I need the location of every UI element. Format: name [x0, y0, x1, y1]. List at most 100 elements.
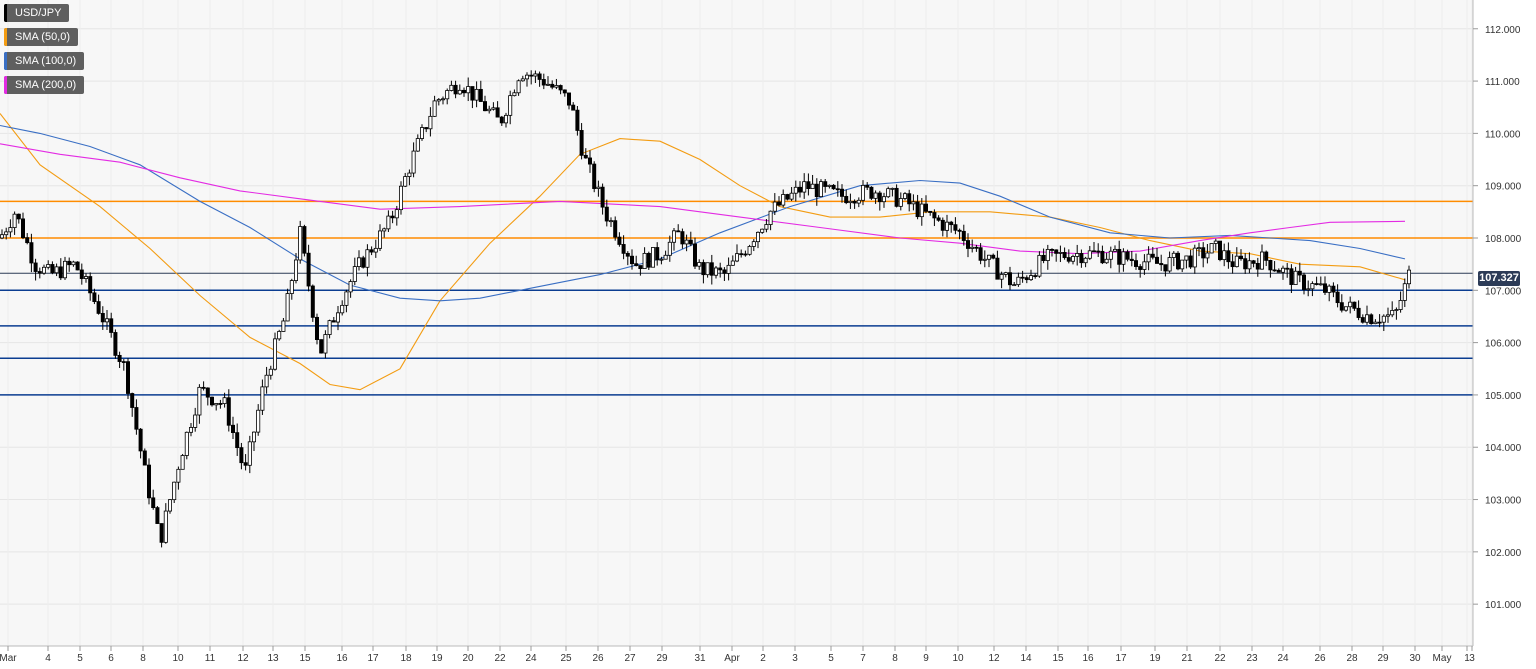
candle — [495, 101, 500, 118]
candle — [1062, 247, 1067, 260]
x-tick-label: 7 — [860, 653, 866, 664]
candle — [735, 244, 740, 263]
candle — [718, 262, 723, 278]
candle — [768, 210, 773, 231]
candle — [478, 80, 483, 102]
x-tick-label: May — [1433, 653, 1452, 664]
candle — [146, 458, 151, 505]
candle — [550, 80, 555, 90]
y-axis-ticks: 101.000 102.000 103.000 104.000 105.000 106.0… — [1473, 25, 1522, 611]
candle — [823, 178, 828, 193]
x-tick-label: 29 — [1377, 653, 1389, 664]
x-tick-label: 13 — [267, 653, 279, 664]
candle — [995, 250, 1000, 280]
legend-swatch-usdjpy — [4, 4, 7, 22]
candle — [722, 267, 727, 281]
legend-sma-100[interactable]: SMA (100,0) — [4, 52, 85, 70]
candle — [1045, 244, 1050, 270]
candle — [1066, 249, 1071, 264]
candle — [306, 244, 311, 292]
x-tick-label: 19 — [1149, 653, 1161, 664]
candle — [1117, 240, 1122, 273]
sma-line — [0, 143, 1406, 255]
y-tick-label: 107.000 — [1485, 286, 1522, 297]
candle — [961, 224, 966, 246]
candle — [491, 102, 496, 111]
candle — [235, 423, 240, 456]
candle — [415, 134, 420, 152]
candle — [218, 399, 223, 409]
candle — [898, 192, 903, 211]
x-tick-label: 28 — [1346, 653, 1358, 664]
x-tick-label: 24 — [525, 653, 537, 664]
x-tick-label: 19 — [431, 653, 443, 664]
candle — [1054, 249, 1059, 262]
y-tick-label: 104.000 — [1485, 443, 1522, 454]
candle — [159, 523, 164, 548]
candle — [793, 180, 798, 202]
candle — [1083, 256, 1088, 268]
candle — [386, 210, 391, 232]
candle — [58, 258, 63, 281]
y-tick-label: 106.000 — [1485, 339, 1522, 350]
candle — [1386, 307, 1391, 323]
candle — [537, 71, 542, 87]
x-tick-label: 5 — [77, 653, 83, 664]
candle — [298, 220, 303, 264]
candle — [432, 95, 437, 117]
legend-sma-50[interactable]: SMA (50,0) — [4, 28, 79, 46]
candle — [1071, 254, 1076, 265]
candle — [117, 351, 122, 369]
candle — [1142, 254, 1147, 275]
candle — [1310, 281, 1315, 297]
candle — [1377, 314, 1382, 328]
candle — [155, 506, 160, 524]
x-tick-label: 1 — [1464, 653, 1470, 664]
candle — [1058, 245, 1063, 263]
candle — [461, 87, 466, 97]
candle — [1251, 259, 1256, 268]
candle — [176, 466, 181, 490]
candle — [16, 213, 21, 224]
legend-usdjpy[interactable]: USD/JPY — [4, 4, 70, 22]
candle — [209, 396, 214, 407]
candle — [1192, 244, 1197, 274]
candle — [1302, 272, 1307, 295]
candle — [1180, 259, 1185, 273]
candle — [487, 105, 492, 114]
candle — [348, 279, 353, 298]
candle — [911, 194, 916, 211]
x-tick-label: Apr — [724, 653, 740, 664]
candle — [424, 127, 429, 133]
candle — [621, 235, 626, 260]
candle — [1318, 276, 1323, 286]
x-tick-label: 17 — [1115, 653, 1127, 664]
legend-sma-200[interactable]: SMA (200,0) — [4, 76, 85, 94]
candle — [184, 431, 189, 460]
candle — [588, 150, 593, 173]
candle — [802, 173, 807, 199]
candle — [449, 80, 454, 92]
candle — [1264, 250, 1269, 267]
candle — [71, 260, 76, 267]
y-tick-label: 101.000 — [1485, 600, 1522, 611]
y-tick-label: 108.000 — [1485, 234, 1522, 245]
candle — [100, 306, 105, 330]
candle — [1247, 252, 1252, 274]
candle — [856, 197, 861, 208]
candle — [1138, 264, 1143, 278]
y-tick-label: 103.000 — [1485, 496, 1522, 507]
x-tick-label: 16 — [336, 653, 348, 664]
candle — [798, 181, 803, 198]
candle — [861, 180, 866, 206]
candle — [1281, 265, 1286, 280]
candle — [403, 172, 408, 188]
candle — [1129, 250, 1134, 267]
x-tick-label: 3 — [1469, 653, 1475, 664]
candle — [1243, 253, 1248, 274]
candle — [121, 359, 126, 371]
legend-label-sma-50: SMA (50,0) — [15, 31, 71, 43]
candle — [407, 169, 412, 186]
candle — [126, 358, 131, 400]
